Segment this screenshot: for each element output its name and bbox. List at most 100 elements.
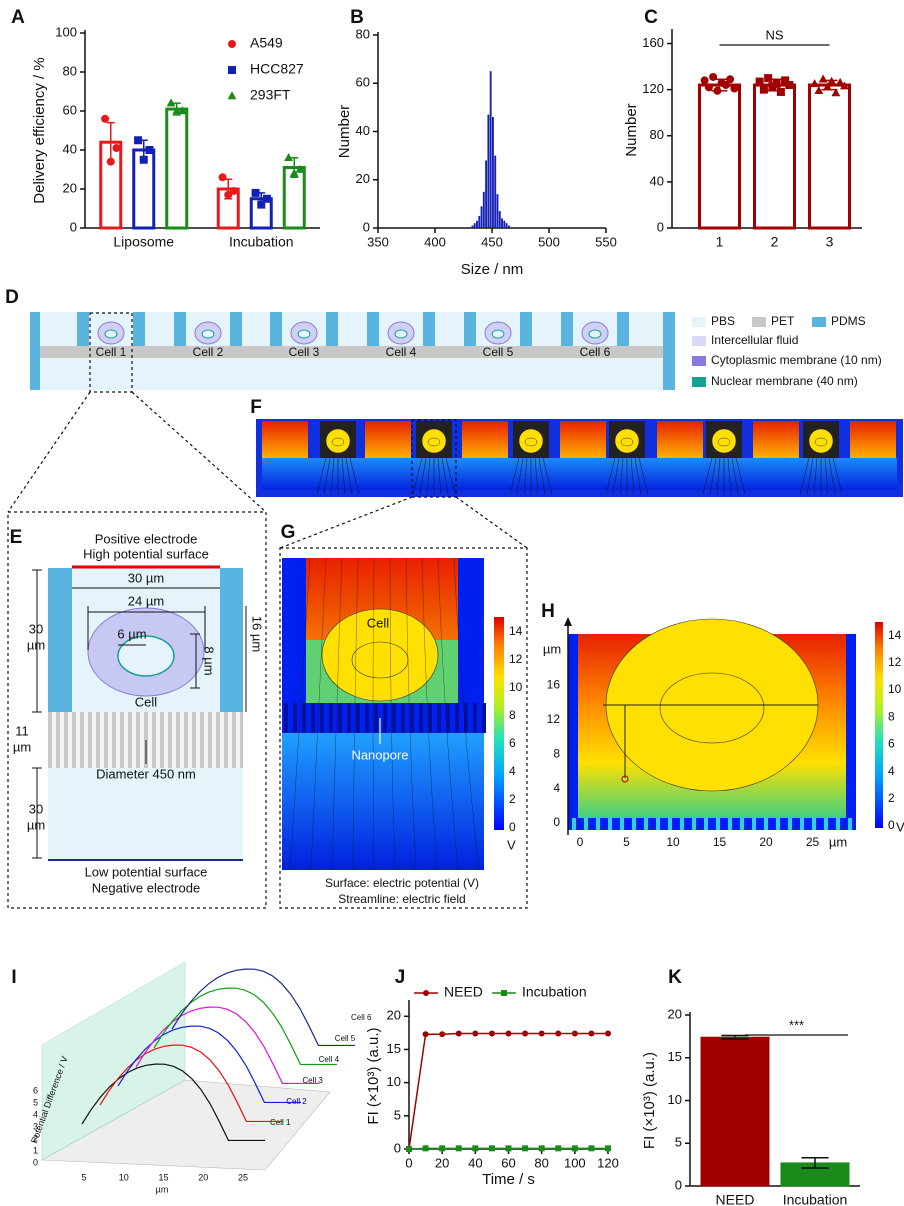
curves: Cell 1 Cell 2 Cell 3 Cell 4 Cell 5 Cell 6 <box>81 968 372 1142</box>
nanopore <box>410 703 414 733</box>
x-tick-label: 550 <box>595 234 617 249</box>
marker <box>224 190 233 199</box>
streamline <box>619 457 624 495</box>
marker <box>501 990 507 996</box>
nanopore <box>392 703 396 733</box>
x-tick-label: 0 <box>405 1155 412 1170</box>
streamline <box>828 457 836 495</box>
caption: Streamline: electric field <box>338 892 465 906</box>
nanopore <box>620 818 624 830</box>
pdms <box>663 312 675 390</box>
curve <box>117 1025 301 1104</box>
marker <box>488 1145 495 1152</box>
marker <box>831 88 841 97</box>
marker <box>704 83 713 92</box>
marker <box>229 186 238 195</box>
nanopore <box>156 712 160 768</box>
panel-label: K <box>668 967 682 988</box>
nanopore <box>84 712 88 768</box>
cell-label: Cell 3 <box>289 345 320 359</box>
bar <box>498 211 501 228</box>
y-tick-label: 12 <box>547 712 561 726</box>
bar <box>485 160 488 228</box>
legend-label: Incubation <box>522 984 587 1000</box>
nanopore <box>338 703 342 733</box>
legend-swatch <box>692 377 706 387</box>
legend-swatch <box>752 317 766 327</box>
nucleus <box>201 329 215 339</box>
dimension: 24 µm <box>128 593 164 608</box>
nanopore <box>76 712 80 768</box>
nucleus <box>717 437 731 447</box>
y-tick-label: 40 <box>650 173 664 188</box>
colorbar-label: 4 <box>888 764 895 778</box>
y-axis-title: Delivery efficiency / % <box>31 57 48 203</box>
legend-label: NEED <box>444 984 483 1000</box>
y-axis-title: Number <box>623 103 640 156</box>
nanopore <box>116 712 120 768</box>
marker <box>781 76 790 85</box>
nanopore <box>656 818 660 830</box>
nanopore <box>92 712 96 768</box>
bar <box>698 83 741 230</box>
nanopore <box>776 818 780 830</box>
y-tick-label: 8 <box>553 746 560 760</box>
label: Cell <box>135 694 158 709</box>
curve <box>99 1044 283 1123</box>
x-tick-label: 20 <box>435 1155 449 1170</box>
x-tick-label: 15 <box>158 1172 168 1182</box>
x-tick-label: Incubation <box>783 1192 848 1206</box>
x-tick-label: Liposome <box>113 234 174 250</box>
panel-label: E <box>10 527 23 548</box>
nanopore <box>401 703 405 733</box>
nanopore <box>764 818 768 830</box>
streamline <box>441 457 449 495</box>
marker <box>759 85 768 94</box>
bar <box>492 117 494 228</box>
dimension: µm <box>13 739 31 754</box>
nanopore <box>482 703 486 733</box>
nanopore <box>692 818 696 830</box>
marker <box>814 86 824 94</box>
colorbar-label: 4 <box>509 764 516 778</box>
panel-box <box>279 547 528 909</box>
pdms <box>77 312 89 346</box>
nucleus <box>394 329 408 339</box>
nanopore <box>356 703 360 733</box>
cell-label: Cell 2 <box>193 345 224 359</box>
label: Positive electrode <box>95 531 198 546</box>
colorbar-label: 0 <box>888 818 895 832</box>
colorbar-unit: V <box>507 837 516 852</box>
panel-d: Cell 1 Cell 2 Cell 3 Cell 4 Cell 5 Cell 6 <box>7 312 675 513</box>
nucleus <box>117 635 175 677</box>
panel-box <box>7 511 267 909</box>
marker <box>455 1030 462 1037</box>
y-tick-label: 5 <box>33 1097 38 1107</box>
streamline <box>421 557 438 871</box>
y-tick-label: 80 <box>356 26 370 41</box>
y-tick-label: 10 <box>668 1092 682 1107</box>
y-tick-label: 0 <box>363 219 370 234</box>
legend-label: PET <box>771 314 795 328</box>
pdms <box>464 312 476 346</box>
y-axis-title: FI (×10³) (a.u.) <box>365 1027 382 1124</box>
y-axis-title: FI (×10³) (a.u.) <box>641 1052 658 1149</box>
nanopore <box>728 818 732 830</box>
x-tick-label: 10 <box>119 1172 129 1182</box>
pdms <box>617 312 629 346</box>
nanopore <box>196 712 200 768</box>
line <box>408 1032 608 1150</box>
dimension: 8 µm <box>202 646 217 675</box>
nanopore <box>140 712 144 768</box>
colorbar-label: 8 <box>888 709 895 723</box>
cell <box>614 428 640 454</box>
dimension: 16 µm <box>250 616 265 652</box>
nucleus <box>297 329 311 339</box>
marker <box>218 173 227 182</box>
nanopore <box>124 712 128 768</box>
cell <box>325 428 351 454</box>
streamline <box>799 457 810 495</box>
marker <box>776 87 785 96</box>
zoom-line <box>7 391 91 513</box>
nucleus <box>659 672 765 744</box>
